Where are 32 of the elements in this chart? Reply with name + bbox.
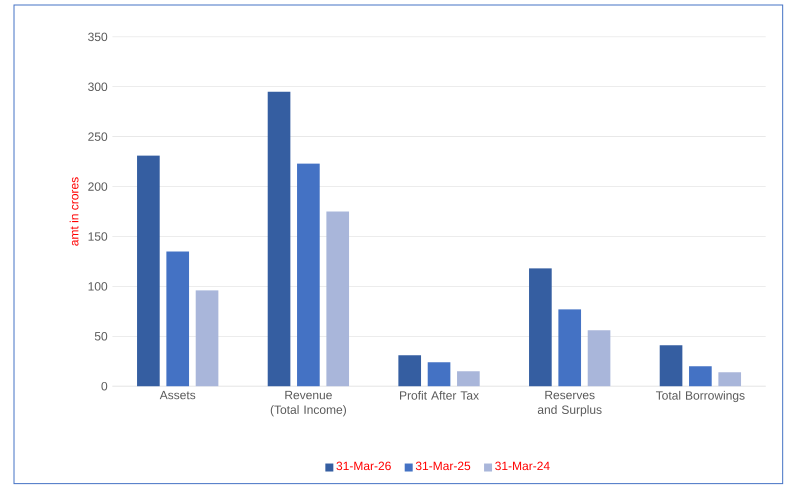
y-tick-label: 100 (88, 282, 108, 291)
bar (457, 371, 480, 386)
bar (196, 290, 218, 386)
x-tick-label: Assets (160, 390, 196, 400)
bar (166, 251, 190, 386)
y-tick-label: 250 (88, 132, 108, 141)
bar (137, 156, 160, 386)
y-tick-label: 350 (88, 32, 108, 42)
bar (326, 212, 350, 386)
legend-label: 31-Mar-25 (416, 462, 470, 470)
bar (268, 92, 290, 386)
bar (529, 268, 552, 386)
x-tick-label: Reserves and Surplus (538, 390, 602, 416)
x-tick-label: Total Borrowings (656, 390, 745, 402)
legend-label: 31-Mar-24 (495, 462, 550, 470)
bar (428, 362, 450, 386)
y-tick-label: 0 (101, 382, 108, 390)
legend-label: 31-Mar-26 (336, 462, 391, 470)
bar (718, 372, 742, 386)
bar (558, 309, 582, 386)
bar (398, 355, 422, 386)
y-tick-label: 150 (88, 232, 108, 241)
y-tick-label: 300 (88, 82, 108, 92)
bar (297, 164, 320, 386)
y-axis-title: amt in crores (70, 177, 78, 246)
bar (660, 345, 682, 386)
y-tick-label: 50 (94, 332, 108, 341)
x-tick-label: Profit After Tax (400, 390, 479, 400)
bar (689, 366, 712, 386)
bar (588, 330, 610, 386)
y-tick-label: 200 (88, 182, 108, 191)
x-tick-label: Revenue (Total Income) (270, 390, 346, 416)
